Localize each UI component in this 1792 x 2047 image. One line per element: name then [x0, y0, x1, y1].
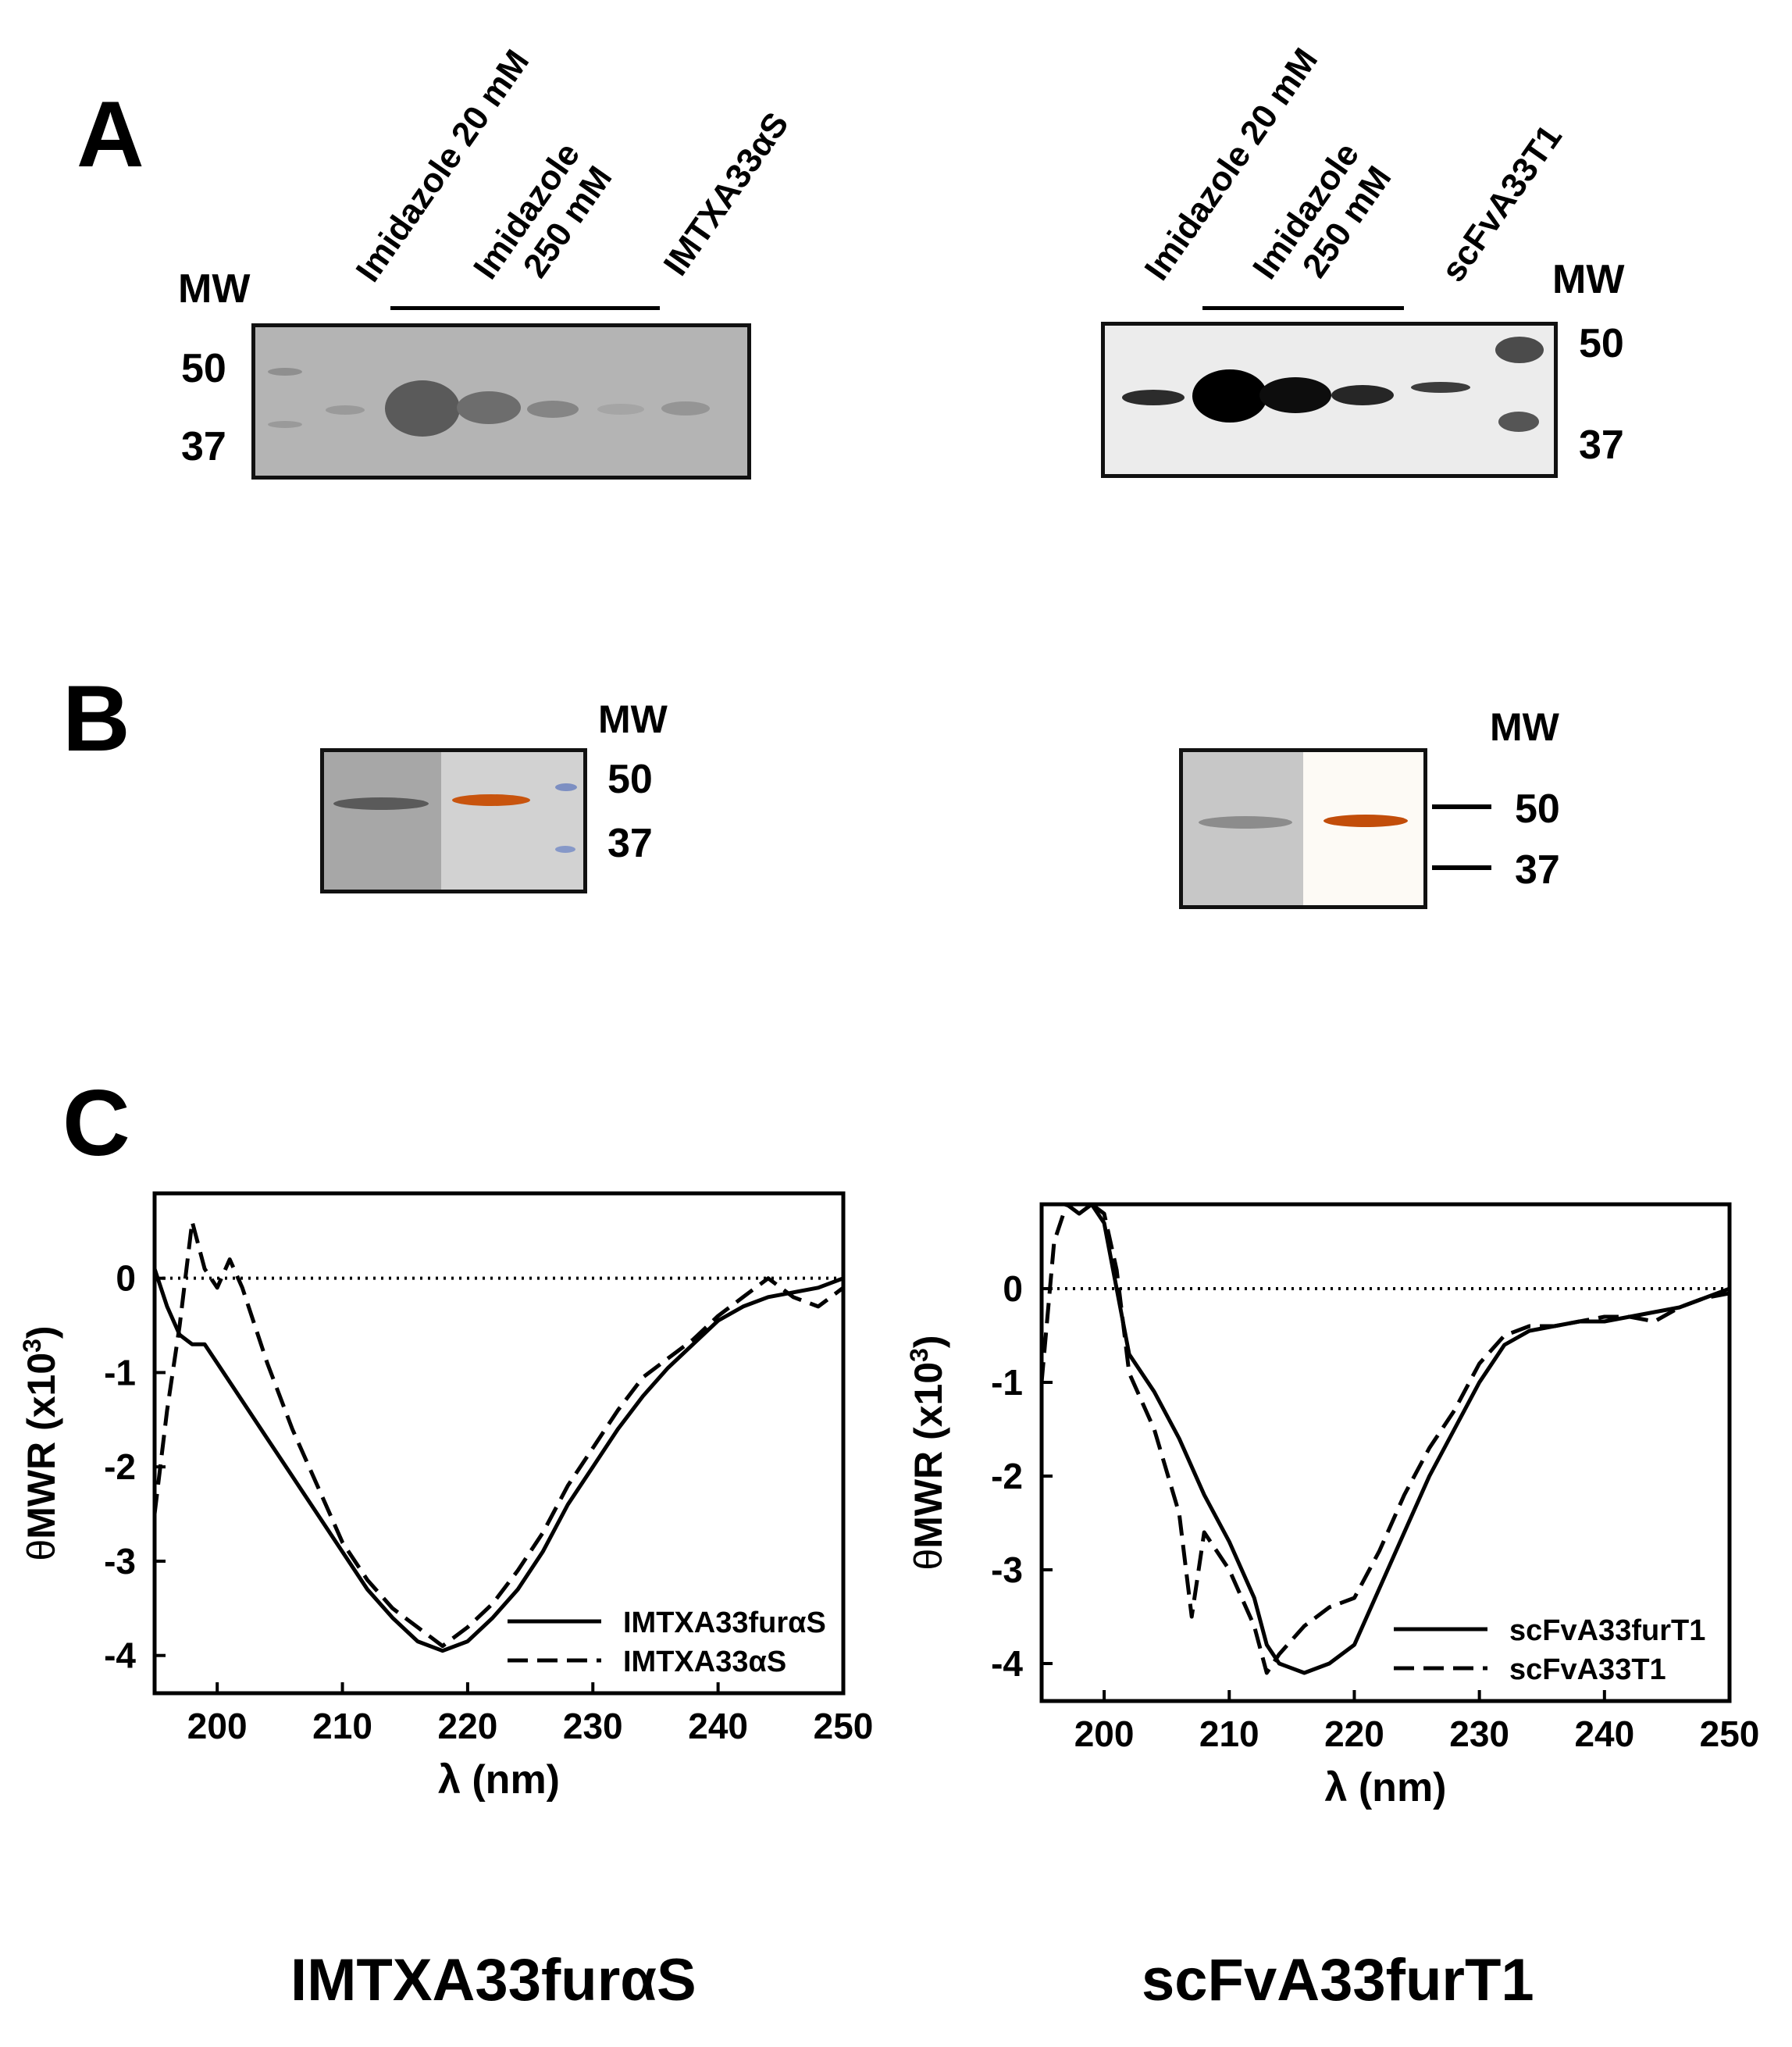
panel-b-right-marker-37: 37 [1515, 847, 1560, 893]
blot-band [1199, 816, 1292, 829]
panel-b-left-marker-37: 37 [607, 821, 653, 866]
y-tick-label: -2 [991, 1456, 1023, 1496]
x-tick-label: 210 [1199, 1714, 1259, 1754]
y-axis-label: θMWR (x103) [905, 1335, 950, 1570]
series-line-1 [155, 1268, 843, 1653]
gel-band [1259, 377, 1331, 413]
y-tick-label: -2 [104, 1446, 136, 1487]
x-tick-label: 230 [1449, 1714, 1509, 1754]
x-tick-label: 200 [1074, 1714, 1135, 1754]
y-tick-label: -3 [104, 1541, 136, 1582]
gel-band [326, 405, 365, 415]
gel-band [1122, 390, 1185, 405]
y-tick-label: 0 [1003, 1268, 1023, 1309]
y-tick-label: -4 [104, 1635, 136, 1676]
panel-b-right-marker-50-tick [1432, 804, 1491, 809]
gel-band [661, 401, 710, 415]
caption-left: IMTXA33furαS [290, 1947, 696, 2013]
blot-band [333, 797, 429, 810]
blot-coomassie-strip [1183, 752, 1303, 905]
gel-band [457, 391, 521, 424]
gel-band [527, 401, 579, 418]
x-tick-label: 210 [312, 1706, 372, 1746]
x-axis-label: λ (nm) [438, 1757, 560, 1803]
panel-b-right-blot-image [1179, 748, 1427, 909]
legend-label-1: scFvA33furT1 [1509, 1614, 1705, 1647]
panel-c-letter: C [62, 1071, 130, 1175]
y-tick-label: -3 [991, 1550, 1023, 1590]
gel-band [1498, 412, 1539, 432]
x-tick-label: 230 [563, 1706, 623, 1746]
x-tick-label: 250 [1700, 1714, 1760, 1754]
x-tick-label: 220 [438, 1706, 498, 1746]
panel-a-left-marker-37: 37 [181, 424, 226, 469]
panel-a-left-lane-bracket [390, 306, 660, 310]
gel-band [1495, 337, 1544, 363]
panel-a-right-marker-50: 50 [1579, 321, 1624, 366]
y-tick-label: -4 [991, 1643, 1023, 1684]
y-axis-label-close: ) [20, 1325, 63, 1339]
x-tick-label: 200 [187, 1706, 248, 1746]
y-axis-label-exponent: 3 [18, 1339, 46, 1353]
panel-b-right-marker-50: 50 [1515, 786, 1560, 832]
y-axis-label-theta: θ [907, 1549, 950, 1571]
blot-band [555, 783, 577, 791]
caption-right: scFvA33furT1 [1142, 1947, 1534, 2013]
y-axis-label-theta: θ [20, 1539, 63, 1561]
y-axis-label-body: MWR (x10 [907, 1362, 950, 1549]
panel-b-left-marker-50: 50 [607, 757, 653, 802]
panel-a-right-lane-label-3: scFvA33T1 [1434, 118, 1569, 289]
y-axis-label-body: MWR (x10 [20, 1353, 63, 1539]
plot-frame [1039, 1202, 1732, 1703]
cd-spectrum-chart-left: 200 210 220 230 240 250 0 -1 -2 -3 -4 λ (nm) θMWR (x… [18, 1191, 874, 1803]
panel-b-right-marker-37-tick [1432, 865, 1491, 870]
panel-a-left-mw-header: MW [178, 266, 251, 312]
panel-b-left-mw-header: MW [598, 697, 668, 741]
panel-a-right-marker-37: 37 [1579, 423, 1624, 468]
panel-a-left-gel-image [251, 323, 751, 480]
legend-label-2: scFvA33T1 [1509, 1653, 1666, 1686]
legend-label-2: IMTXA33αS [623, 1646, 786, 1678]
blot-band [555, 846, 575, 853]
gel-band [1192, 369, 1267, 423]
gel-band [597, 404, 644, 415]
panel-a-letter: A [77, 82, 144, 187]
blot-band [452, 794, 530, 806]
panel-b-left-blot-image [320, 748, 587, 893]
panel-b-letter: B [62, 666, 130, 771]
panel-a-left-marker-50: 50 [181, 346, 226, 391]
panel-a-left-lane-label-2: Imidazole 250 mM [466, 136, 621, 309]
blot-band [1324, 815, 1408, 827]
x-tick-label: 220 [1324, 1714, 1384, 1754]
y-tick-label: -1 [104, 1352, 136, 1393]
gel-band [268, 368, 302, 376]
x-tick-label: 240 [688, 1706, 748, 1746]
series-line-2 [1042, 1204, 1730, 1675]
panel-a-right-mw-header: MW [1552, 257, 1625, 302]
gel-band [268, 421, 302, 428]
panel-a-right-gel-image [1101, 322, 1558, 478]
gel-band [1331, 385, 1394, 405]
x-tick-label: 240 [1574, 1714, 1634, 1754]
panel-a-right-lane-label-2: Imidazole 250 mM [1245, 136, 1400, 309]
y-tick-label: 0 [116, 1258, 136, 1299]
gel-band [1411, 382, 1470, 393]
y-axis-label: θMWR (x103) [18, 1325, 63, 1560]
gel-band [385, 380, 460, 437]
plot-frame [152, 1191, 846, 1696]
panel-a-left-lane-label-3: IMTXA33αS [656, 105, 796, 283]
legend-label-1: IMTXA33furαS [623, 1607, 826, 1639]
x-axis-label: λ (nm) [1325, 1765, 1447, 1810]
panel-a-right-lane-bracket [1202, 306, 1404, 310]
y-tick-label: -1 [991, 1362, 1023, 1403]
cd-spectrum-chart-right: 200 210 220 230 240 250 0 -1 -2 -3 -4 λ (nm) θMWR (x… [905, 1202, 1760, 1810]
y-axis-label-exponent: 3 [905, 1348, 933, 1362]
y-axis-label-close: ) [907, 1335, 950, 1348]
series-line-2 [155, 1219, 843, 1649]
panel-b-right-mw-header: MW [1490, 705, 1559, 749]
x-tick-label: 250 [814, 1706, 874, 1746]
blot-coomassie-strip [324, 752, 441, 890]
